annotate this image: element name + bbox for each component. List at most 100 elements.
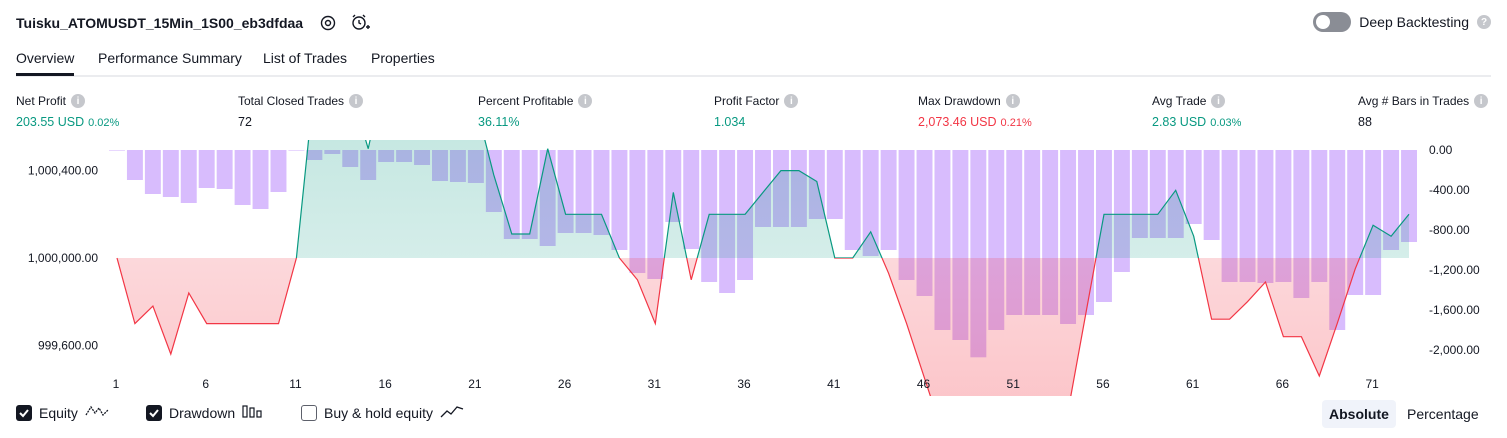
drawdown-bar [1311,150,1328,282]
tab-list-of-trades[interactable]: List of Trades [263,50,348,66]
drawdown-bar [1365,150,1382,295]
drawdown-bar [503,150,520,239]
tab-properties[interactable]: Properties [371,50,435,66]
drawdown-bar [144,150,161,194]
metric-label: Net Profit [16,94,67,108]
x-axis-tick: 56 [1096,377,1110,391]
drawdown-bar [216,150,233,189]
deep-backtesting-toggle[interactable] [1313,12,1352,32]
x-axis-tick: 41 [827,377,841,391]
metric-max-drawdown: Max Drawdown i 2,073.46 USD 0.21% [918,94,1032,129]
info-icon[interactable]: i [578,94,593,108]
drawdown-bar [862,150,879,256]
info-icon[interactable]: i [784,94,799,108]
drawdown-bar [162,150,179,197]
strategy-title: Tuisku_ATOMUSDT_15Min_1S00_eb3dfdaa [16,15,304,31]
drawdown-bar [898,150,915,280]
metric-label: Percent Profitable [478,94,574,108]
metric-label: Max Drawdown [918,94,1001,108]
metric-value: 1.034 [714,115,746,129]
absolute-button[interactable]: Absolute [1322,400,1396,428]
checkbox-checked-icon[interactable] [146,404,162,421]
right-axis-tick: -800.00 [1429,223,1470,237]
settings-icon[interactable] [317,12,339,34]
metric-value: 36.11% [478,115,520,129]
metric-percent: 0.21% [1000,117,1032,129]
legend-buy-hold[interactable]: Buy & hold equity [301,403,464,422]
drawdown-bar [611,150,628,250]
drawdown-bar [1383,150,1400,250]
x-axis-tick: 66 [1276,377,1290,391]
right-axis-tick: -400.00 [1429,183,1470,197]
metric-percent: 0.03% [1210,117,1242,129]
x-axis-tick: 31 [648,377,662,391]
metric-value: 72 [238,115,252,129]
drawdown-bar [109,150,125,151]
checkbox-checked-icon[interactable] [16,404,32,421]
x-axis-tick: 36 [737,377,751,391]
right-axis-tick: 0.00 [1429,143,1453,157]
add-alert-icon[interactable] [349,12,371,34]
metric-label: Profit Factor [714,94,780,108]
x-axis-tick: 26 [558,377,572,391]
equity-drawdown-chart: 1,000,800.001,000,400.001,000,000.00999,… [28,140,1480,396]
tab-bar: Overview Performance Summary List of Tra… [16,44,1491,77]
drawdown-bar [665,150,682,222]
drawdown-bar [1203,150,1220,240]
info-icon[interactable]: i [1474,94,1489,108]
equity-line-profit [117,140,1410,258]
x-axis-tick: 71 [1365,377,1379,391]
drawdown-bar [1257,150,1274,283]
drawdown-bar [647,150,664,279]
drawdown-bar [1239,150,1256,282]
tab-overview[interactable]: Overview [16,50,75,76]
metric-value: 88 [1358,115,1372,129]
metric-avg-bars: Avg # Bars in Trades i 88 [1358,94,1489,129]
help-icon[interactable]: ? [1477,15,1491,29]
info-icon[interactable]: i [1005,94,1020,108]
drawdown-bar [844,150,861,250]
right-axis-tick: -1,600.00 [1429,303,1480,317]
info-icon[interactable]: i [349,94,364,108]
metric-label: Avg # Bars in Trades [1358,94,1470,108]
equity-area-profit [117,140,1409,258]
metric-value: 2.83 USD [1152,115,1207,129]
x-axis-tick: 1 [113,377,120,391]
info-icon[interactable]: i [71,94,86,108]
x-axis-tick: 61 [1186,377,1200,391]
x-axis-tick: 46 [917,377,931,391]
drawdown-bar [880,150,897,250]
legend-label: Drawdown [169,404,236,421]
drawdown-bar [198,150,215,188]
equity-icon [85,403,109,422]
drawdown-bar [1185,150,1202,224]
metric-total-closed-trades: Total Closed Trades i 72 [238,94,364,129]
drawdown-bar [126,150,143,180]
drawdown-bar [288,150,305,151]
metric-value: 2,073.46 USD [918,115,997,129]
left-axis-tick: 1,000,000.00 [28,251,98,265]
drawdown-bar [629,150,646,273]
drawdown-bar [252,150,269,209]
info-icon[interactable]: i [1211,94,1226,108]
legend-label: Buy & hold equity [324,404,433,421]
legend-equity[interactable]: Equity [16,403,109,422]
checkbox-unchecked-icon[interactable] [301,404,317,421]
tab-performance-summary[interactable]: Performance Summary [98,50,242,66]
metric-percent-profitable: Percent Profitable i 36.11% [478,94,593,129]
equity-area-loss [117,258,1409,396]
drawdown-bar [1275,150,1292,282]
right-axis-tick: -1,200.00 [1429,263,1480,277]
drawdown-bar [180,150,197,203]
drawdown-bar [826,150,843,219]
drawdown-bar [575,150,592,233]
percentage-button[interactable]: Percentage [1407,406,1479,422]
metric-percent: 0.02% [88,117,120,129]
buy-hold-icon [440,403,464,422]
drawdown-bar [683,150,700,249]
drawdown-bar [234,150,251,205]
legend-drawdown[interactable]: Drawdown [146,403,262,422]
metric-profit-factor: Profit Factor i 1.034 [714,94,799,129]
drawdown-bar [1221,150,1238,282]
metric-avg-trade: Avg Trade i 2.83 USD 0.03% [1152,94,1241,129]
